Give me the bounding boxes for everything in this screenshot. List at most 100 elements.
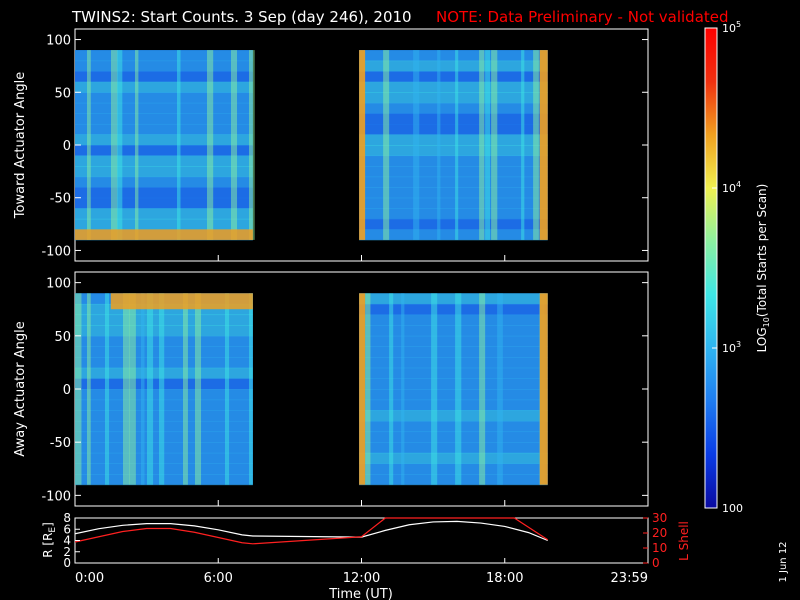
heatmap-streak [129, 293, 136, 485]
heatmap-row [359, 92, 548, 104]
heatmap-edge-left [359, 50, 366, 240]
heatmap-edge-left [359, 293, 366, 485]
heatmap-streak [249, 293, 253, 485]
heatmap-row [359, 123, 548, 135]
lshell-line [74, 517, 549, 545]
radius-tick-label: 6 [63, 522, 71, 536]
heatmap-row [75, 81, 253, 93]
orbit-lines [74, 517, 549, 545]
heatmap-row [359, 166, 548, 178]
colorbar-tick-exp: 3 [736, 340, 741, 349]
radius-axis-label: R [RE] [41, 522, 58, 558]
heatmap-streak [183, 293, 188, 485]
toward-angle-panel: 100 50 0 -50 -100 Toward Actuator Angle [13, 28, 649, 262]
away-angle-panel: 100 50 0 -50 -100 Away Actuator Angle [13, 271, 649, 507]
y-tick-label: 50 [54, 86, 71, 101]
heatmap-streak [159, 293, 165, 485]
heatmap-row [75, 218, 253, 230]
heatmap-row [75, 145, 253, 157]
radius-axis-label-sub: E [48, 527, 58, 533]
heatmap-row [359, 81, 548, 93]
heatmap-row [359, 410, 548, 422]
toward-y-axis-label: Toward Actuator Angle [13, 72, 28, 219]
y-tick-label: 100 [46, 34, 71, 49]
lshell-tick-label: 0 [652, 556, 660, 570]
heatmap-edge-right [539, 50, 548, 240]
heatmap-row [359, 442, 548, 454]
heatmap-streak [437, 50, 441, 240]
heatmap-streak [497, 293, 503, 485]
heatmap-row [359, 378, 548, 390]
colorbar-tick-label: 105 [722, 20, 741, 35]
heatmap-streak [225, 293, 230, 485]
colorbar-tick-base: 10 [722, 342, 736, 355]
plot-title: TWINS2: Start Counts. 3 Sep (day 246), 2… [71, 8, 412, 26]
heatmap-streak [249, 50, 255, 240]
time-tick-label: 6:00 [204, 571, 233, 586]
heatmap-row [75, 176, 253, 188]
heatmap-row [359, 113, 548, 125]
heatmap-streak [117, 50, 123, 240]
away-heatmap [75, 293, 548, 486]
heatmap-row [75, 166, 253, 178]
preliminary-note: NOTE: Data Preliminary - Not validated [436, 8, 729, 26]
y-tick-label: 50 [54, 330, 71, 345]
y-tick-label: 0 [63, 139, 71, 154]
heatmap-streak [455, 293, 462, 485]
radius-axis-label-end: ] [41, 522, 55, 527]
heatmap-streak [431, 293, 438, 485]
heatmap-row [359, 389, 548, 401]
heatmap-row [75, 92, 253, 104]
heatmap-streak [231, 50, 238, 240]
heatmap-streak [389, 293, 394, 485]
lshell-axis-label: L Shell [677, 521, 691, 561]
radius-tick-label: 8 [63, 511, 71, 525]
heatmap-streak [111, 50, 118, 240]
heatmap-streak [383, 50, 390, 240]
colorbar-label-log: LOG [755, 327, 769, 352]
heatmap-row [359, 303, 548, 316]
heatmap-streak [195, 293, 202, 485]
heatmap-row [359, 134, 548, 146]
colorbar-tick-base: 10 [722, 182, 736, 195]
colorbar-frame [704, 27, 718, 509]
heatmap-row [359, 474, 548, 486]
heatmap-streak [413, 50, 420, 240]
heatmap-row [75, 134, 253, 146]
radius-tick-label: 4 [63, 534, 71, 548]
colorbar-tick-exp: 4 [736, 180, 741, 189]
colorbar-label-rest: (Total Starts per Scan) [755, 184, 769, 318]
heatmap-streak [365, 293, 371, 485]
away-y-axis-label: Away Actuator Angle [13, 321, 28, 456]
heatmap-edge-right [539, 293, 548, 485]
colorbar-tick-exp: 5 [736, 20, 741, 29]
y-tick-label: 0 [63, 383, 71, 398]
colorbar-tick-label: 104 [722, 180, 741, 195]
time-axis-label: Time (UT) [328, 587, 393, 600]
heatmap-row [359, 399, 548, 411]
orbit-panel-frame [74, 517, 649, 564]
heatmap-streak [479, 50, 485, 240]
heatmap-row [359, 50, 548, 62]
colorbar-tick-base: 10 [722, 22, 736, 35]
radius-line [74, 520, 548, 542]
heatmap-row [75, 102, 253, 114]
heatmap-row [359, 229, 548, 241]
heatmap-streak [455, 50, 459, 240]
heatmap-streak [135, 50, 139, 240]
heatmap-streak [521, 50, 525, 240]
y-tick-label: -50 [50, 436, 71, 451]
heatmap-row [75, 123, 253, 135]
heatmap-row [75, 71, 253, 83]
heatmap-row [359, 357, 548, 369]
colorbar-label-sub: 10 [762, 317, 771, 327]
time-tick-label: 12:00 [343, 571, 380, 586]
heatmap-streak [533, 50, 539, 240]
y-tick-label: -50 [50, 192, 71, 207]
heatmap-streak [177, 50, 181, 240]
heatmap-row [359, 60, 548, 72]
heatmap-streak [491, 50, 498, 240]
